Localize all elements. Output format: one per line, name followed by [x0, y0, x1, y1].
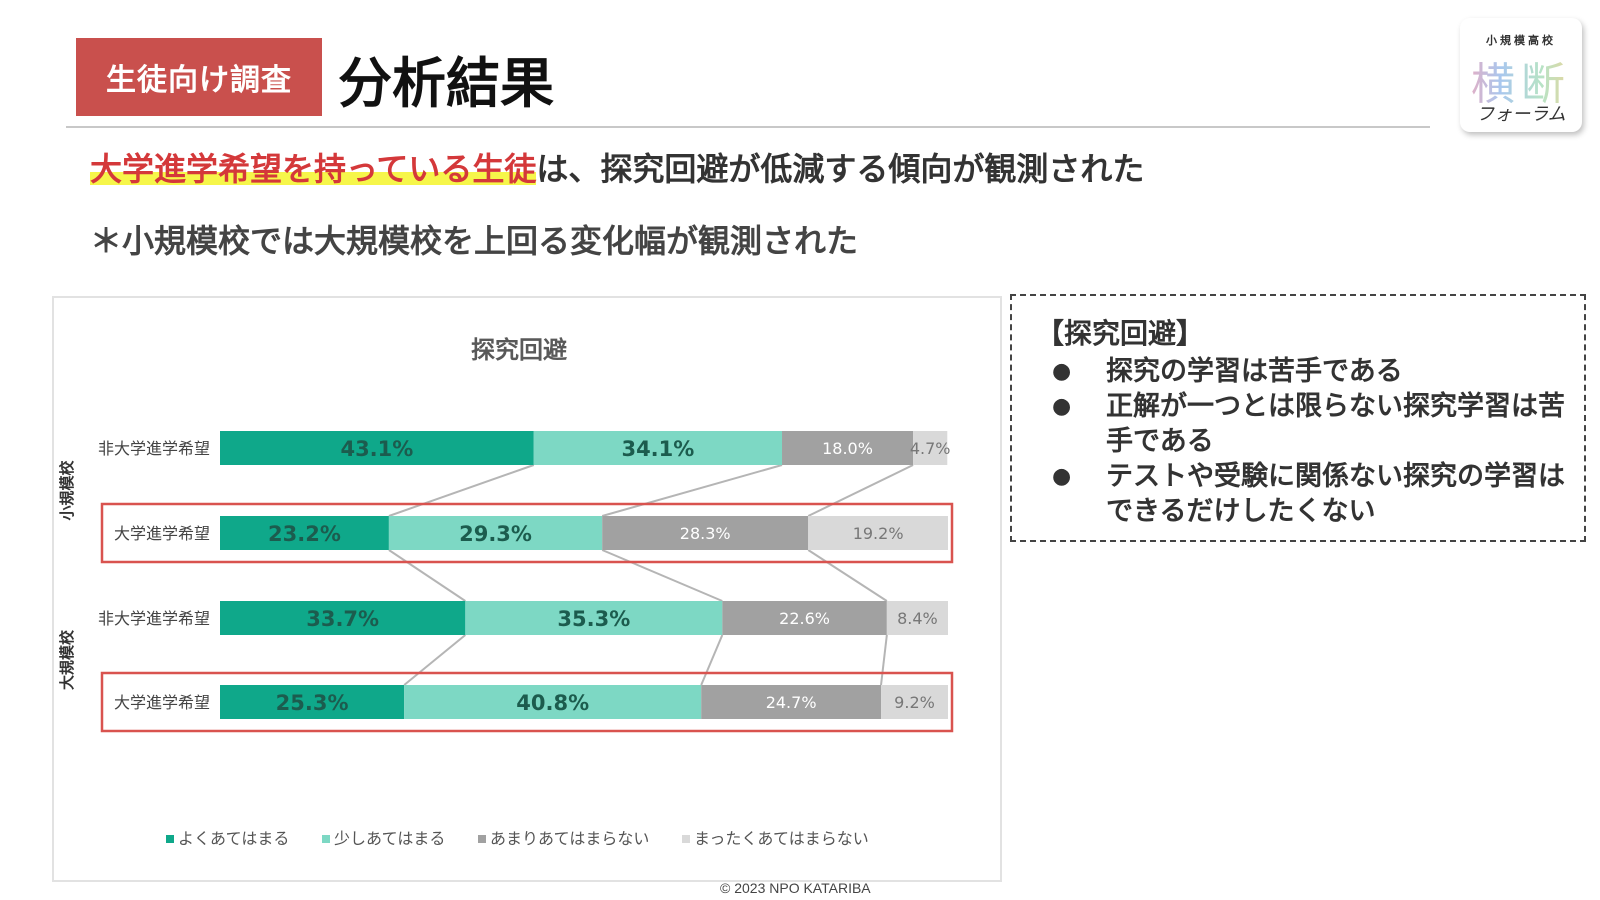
group-label: 大規模校	[58, 629, 76, 690]
data-label: 19.2%	[853, 524, 904, 543]
highlight-frame	[100, 502, 954, 564]
bar-segment	[722, 601, 887, 635]
data-label: 28.3%	[680, 524, 731, 543]
data-label: 23.2%	[268, 522, 341, 546]
bar-segment	[220, 601, 466, 635]
bar-segment	[602, 516, 809, 550]
bullet-icon: ●	[1052, 464, 1072, 489]
connector-line	[403, 634, 466, 686]
bullet-icon: ●	[1052, 359, 1072, 384]
bar-segment	[701, 685, 882, 719]
data-label: 35.3%	[557, 607, 630, 631]
data-label: 4.7%	[910, 439, 951, 458]
definition-item: ● 探究の学習は苦手である	[1036, 354, 1566, 389]
definition-title: 【探究回避】	[1036, 317, 1205, 350]
data-label: 34.1%	[621, 437, 694, 461]
data-label: 40.8%	[516, 691, 589, 715]
bar-segment	[913, 431, 948, 465]
category-label: 大学進学希望	[114, 524, 210, 543]
bar-segment	[220, 431, 534, 465]
definition-item: ● 正解が一つとは限らない探究学習は苦手である	[1036, 389, 1566, 459]
bullet-icon: ●	[1052, 394, 1072, 419]
legend-label: 少しあてはまる	[334, 829, 445, 848]
data-label: 33.7%	[306, 607, 379, 631]
definition-list: ● 探究の学習は苦手である ● 正解が一つとは限らない探究学習は苦手である ● テスト…	[1036, 354, 1566, 529]
data-label: 24.7%	[766, 693, 817, 712]
definition-box: 【探究回避】 ● 探究の学習は苦手である ● 正解が一つとは限らない探究学習は苦手で…	[1010, 294, 1586, 542]
connector-line	[388, 549, 466, 602]
category-label: 非大学進学希望	[98, 439, 210, 458]
copyright: © 2023 NPO KATARIBA	[720, 880, 871, 896]
bar-segment	[404, 685, 702, 719]
connector-line	[807, 549, 888, 602]
bar-segment	[388, 516, 603, 550]
data-label: 18.0%	[822, 439, 873, 458]
bar-segment	[808, 516, 948, 550]
legend-label: まったくあてはまらない	[694, 829, 869, 848]
bar-segment	[881, 685, 948, 719]
legend-swatch	[166, 835, 174, 843]
chart-panel: 探究回避 43.1% 34.1% 18.0% 4.7% 非大学進学希望 23.2% 29.3%…	[52, 296, 1002, 882]
connector-line	[601, 464, 783, 517]
definition-item-text: 探究の学習は苦手である	[1106, 356, 1403, 387]
legend-label: よくあてはまる	[178, 829, 289, 848]
logo-main-text: 横断	[1460, 48, 1582, 112]
definition-item-text: 正解が一つとは限らない探究学習は苦手である	[1106, 391, 1565, 457]
headline: 大学進学希望を持っている生徒は、探究回避が低減する傾向が観測された	[90, 144, 1144, 190]
highlight-frame	[100, 671, 954, 733]
legend-swatch	[478, 835, 486, 843]
logo-top-text: 小規模高校	[1486, 34, 1556, 47]
headline-rest: は、探究回避が低減する傾向が観測された	[536, 150, 1145, 188]
page-title: 分析結果	[338, 51, 554, 115]
data-label: 43.1%	[340, 437, 413, 461]
connector-line	[807, 464, 914, 517]
data-label: 22.6%	[779, 609, 830, 628]
definition-item: ● テストや受験に関係ない探究の学習はできるだけしたくない	[1036, 459, 1566, 529]
bar-segment	[782, 431, 914, 465]
data-label: 29.3%	[459, 522, 532, 546]
data-label: 9.2%	[894, 693, 935, 712]
category-label: 非大学進学希望	[98, 609, 210, 628]
chart-title: 探究回避	[471, 336, 567, 364]
bar-segment	[533, 431, 783, 465]
bar-segment	[220, 516, 389, 550]
legend-swatch	[322, 835, 330, 843]
bar-segment	[465, 601, 723, 635]
category-label: 大学進学希望	[114, 693, 210, 712]
data-label: 8.4%	[897, 609, 938, 628]
connector-line	[700, 634, 724, 686]
definition-item-text: テストや受験に関係ない探究の学習はできるだけしたくない	[1106, 461, 1565, 527]
subline: ＊小規模校では大規模校を上回る変化幅が観測された	[90, 222, 859, 260]
stacked-bar-chart: 探究回避 43.1% 34.1% 18.0% 4.7% 非大学進学希望 23.2% 29.3%…	[58, 336, 954, 848]
legend-label: あまりあてはまらない	[490, 829, 649, 848]
group-label: 小規模校	[58, 460, 76, 521]
title-divider	[66, 126, 1430, 128]
connector-line	[880, 634, 888, 686]
forum-logo: 小規模高校 横断 フォーラム	[1460, 18, 1582, 132]
bar-segment	[886, 601, 948, 635]
survey-tag: 生徒向け調査	[76, 38, 322, 116]
connector-line	[388, 464, 535, 517]
data-label: 25.3%	[276, 691, 349, 715]
bar-segment	[220, 685, 405, 719]
connector-line	[601, 549, 723, 602]
legend-swatch	[682, 835, 690, 843]
logo-bottom-text: フォーラム	[1476, 104, 1566, 125]
headline-highlight: 大学進学希望を持っている生徒	[90, 150, 537, 188]
